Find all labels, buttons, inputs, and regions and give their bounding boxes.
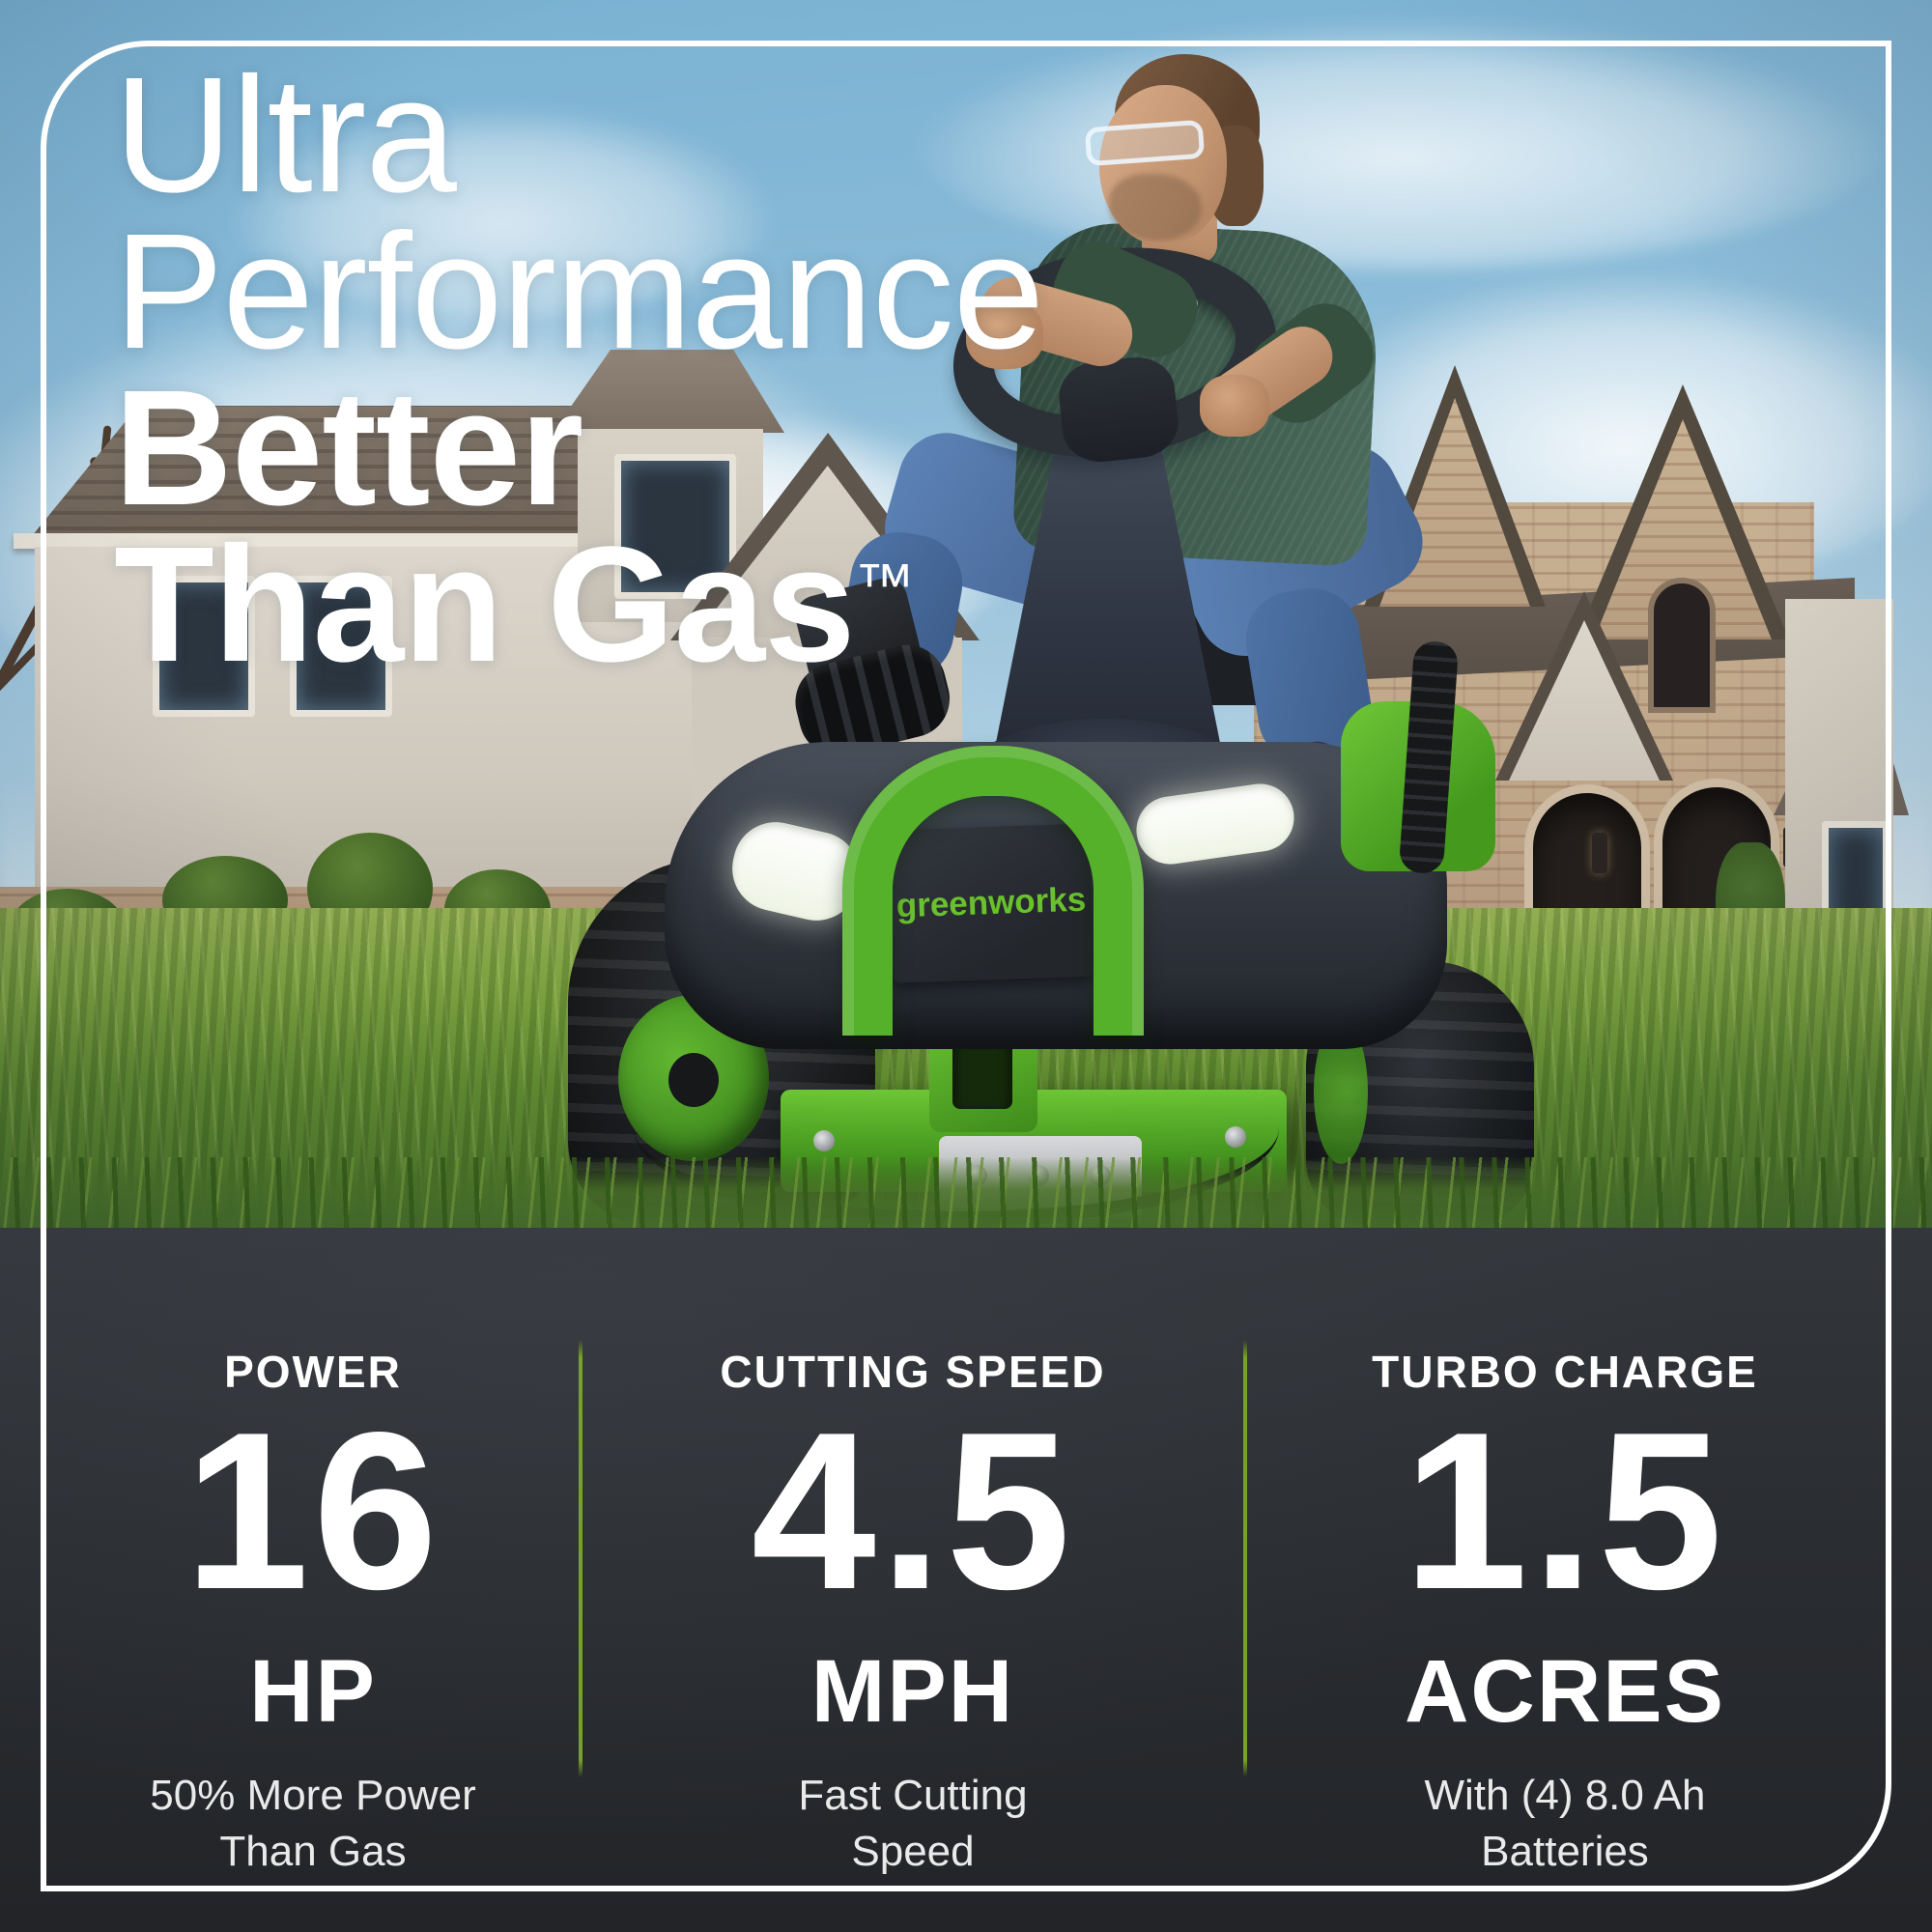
- stat-unit: ACRES: [1404, 1642, 1726, 1741]
- stat-power: POWER 16 HP 50% More Power Than Gas: [62, 1228, 564, 1932]
- stat-label: CUTTING SPEED: [720, 1347, 1106, 1397]
- stat-label: POWER: [224, 1347, 402, 1397]
- stat-description: Fast Cutting Speed: [798, 1772, 1028, 1876]
- rider-left-hand: [1200, 375, 1269, 437]
- trademark-symbol: ™: [854, 552, 917, 619]
- stat-description: 50% More Power Than Gas: [150, 1772, 476, 1876]
- stat-turbo-charge: TURBO CHARGE 1.5 ACRES With (4) 8.0 Ah B…: [1314, 1228, 1816, 1932]
- stat-value: 4.5: [751, 1386, 1075, 1636]
- wall-lantern: [1592, 833, 1607, 873]
- headline-line-2: Performance: [114, 200, 1044, 384]
- dormer-window: [614, 454, 736, 599]
- stat-divider: [1243, 1340, 1247, 1777]
- stat-description: With (4) 8.0 Ah Batteries: [1424, 1772, 1706, 1876]
- rider-head: [1084, 54, 1264, 253]
- stat-cutting-speed: CUTTING SPEED 4.5 MPH Fast Cutting Speed: [662, 1228, 1164, 1932]
- cloud: [232, 106, 773, 319]
- photo-vignette: [0, 0, 1932, 1228]
- arched-window: [1648, 578, 1716, 713]
- foreground-grass: [0, 1157, 1932, 1228]
- left-house-window: [290, 576, 392, 717]
- left-house-window: [153, 576, 255, 717]
- stat-label: TURBO CHARGE: [1372, 1347, 1758, 1397]
- headline: Ultra Performance Better Than Gas™: [114, 43, 1044, 701]
- headline-line-4-text: Than Gas: [114, 513, 856, 697]
- rider-beard: [1109, 174, 1202, 242]
- headline-line-3: Better: [114, 356, 583, 541]
- hero-photo: greenworks: [0, 0, 1932, 1228]
- headline-line-1: Ultra: [114, 43, 457, 227]
- rider-right-hand: [966, 301, 1043, 369]
- stats-panel: POWER 16 HP 50% More Power Than Gas CUTT…: [0, 1228, 1932, 1932]
- stat-value: 1.5: [1403, 1386, 1727, 1636]
- stat-value: 16: [184, 1386, 442, 1636]
- stat-divider: [579, 1340, 582, 1777]
- left-house-fascia: [14, 533, 719, 549]
- cloud: [918, 19, 1884, 270]
- rider-face: [1099, 85, 1227, 245]
- stat-unit: HP: [249, 1642, 377, 1741]
- headline-line-4: Than Gas™: [114, 523, 1043, 687]
- stat-unit: MPH: [810, 1642, 1015, 1741]
